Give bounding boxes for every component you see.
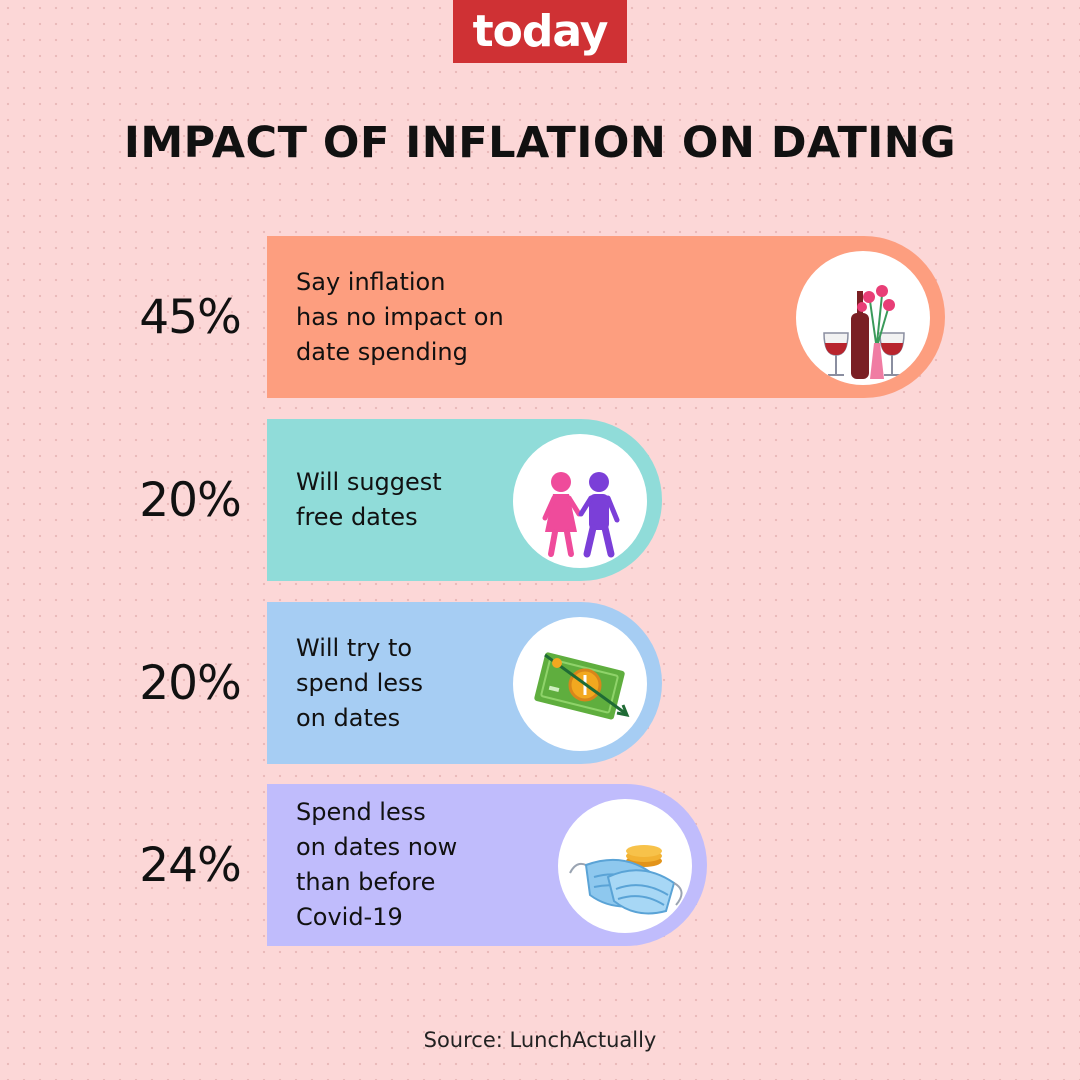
bar-category-label: Will suggest free dates xyxy=(296,468,442,531)
bar-value-label: 20% xyxy=(139,655,241,711)
today-logo: today xyxy=(453,0,627,63)
bar-row: 45% Say inflation has no impact on date … xyxy=(0,236,1080,398)
falling-money-icon xyxy=(513,617,647,751)
bar-row: 20% Will suggest free dates xyxy=(0,419,1080,581)
face-masks-and-coins-icon xyxy=(558,799,693,933)
source-note: Source: LunchActually xyxy=(423,1028,657,1052)
bar-value-label: 45% xyxy=(139,289,241,345)
bar-category-label: Will try to spend less on dates xyxy=(296,633,424,732)
bar-category-label: Spend less on dates now than before Covi… xyxy=(296,798,458,931)
page-title: IMPACT OF INFLATION ON DATING xyxy=(123,118,957,168)
wine-and-roses-icon xyxy=(796,251,930,385)
bar-value-label: 20% xyxy=(139,472,241,528)
couple-holding-hands-icon xyxy=(513,434,647,568)
bar-row: 20% Will try to spend less on dates xyxy=(0,602,1080,764)
bar-row: 24% Spend less on dates now than before … xyxy=(0,784,1080,946)
bar-value-label: 24% xyxy=(139,837,241,893)
bar-category-label: Say inflation has no impact on date spen… xyxy=(296,267,504,366)
